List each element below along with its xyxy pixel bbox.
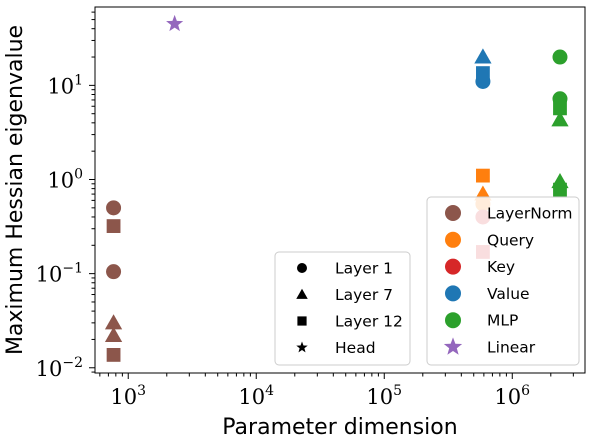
y-axis-title: Maximum Hessian eigenvalue — [3, 25, 28, 355]
legend-swatch-layernorm — [445, 205, 461, 221]
color-legend-label: Query — [487, 231, 534, 249]
data-point-layernorm-circle — [106, 200, 122, 216]
x-tick-label: 104 — [238, 383, 274, 409]
x-axis-title: Parameter dimension — [222, 415, 457, 440]
y-tick-label: 100 — [47, 167, 83, 193]
color-legend-box — [426, 196, 580, 366]
color-legend-label: Key — [487, 258, 515, 276]
legend-marker-star — [296, 341, 308, 353]
tick-labels: 103 104 105 106 10−2 10−1 100 101 — [36, 72, 531, 409]
color-legend: LayerNorm Query Key Value MLP Linear — [426, 196, 580, 366]
data-point-layernorm-square — [106, 348, 121, 362]
plot-frame — [94, 6, 586, 374]
data-point-query-square — [476, 168, 490, 183]
y-tick-label: 10−1 — [36, 261, 83, 287]
marker-legend-box — [274, 251, 411, 366]
data-point-mlp-circle — [552, 49, 568, 65]
data-point-layernorm-circle — [106, 264, 122, 280]
color-legend-label: Linear — [487, 339, 536, 357]
x-tick-label: 105 — [366, 383, 402, 409]
legend-marker-square — [297, 316, 307, 326]
data-point-mlp-square — [553, 182, 567, 197]
marker-legend: Layer 1 Layer 7 Layer 12 Head — [274, 251, 411, 366]
data-point-value-square — [476, 66, 490, 80]
data-point-layernorm-triangle — [104, 326, 123, 343]
data-point-layernorm-triangle — [104, 314, 123, 330]
x-tick-label: 106 — [494, 383, 530, 409]
data-point-mlp-square — [553, 101, 567, 116]
legend-swatch-value — [445, 285, 461, 302]
legend-marker-circle — [297, 263, 307, 273]
data-point-mlp-triangle — [551, 111, 569, 127]
marker-legend-label: Head — [335, 339, 376, 357]
data-point-layernorm-square — [106, 219, 121, 233]
legend-swatch-key — [445, 258, 461, 275]
color-legend-label: MLP — [487, 312, 518, 330]
data-point-value-triangle — [474, 48, 492, 64]
x-tick-label: 103 — [110, 383, 146, 409]
color-legend-label: Value — [487, 285, 530, 303]
marker-legend-label: Layer 1 — [335, 260, 393, 278]
axis-ticks — [89, 11, 574, 379]
y-tick-label: 101 — [47, 72, 83, 98]
marker-legend-label: Layer 7 — [335, 286, 393, 304]
legend-swatch-query — [445, 231, 461, 248]
legend-swatch-mlp — [445, 312, 461, 329]
legend-marker-triangle — [296, 288, 308, 299]
marker-legend-label: Layer 12 — [335, 313, 403, 331]
y-tick-label: 10−2 — [36, 355, 83, 381]
data-point-linear-star — [166, 14, 184, 32]
legend-swatch-linear — [443, 337, 463, 355]
color-legend-label: LayerNorm — [487, 205, 573, 223]
